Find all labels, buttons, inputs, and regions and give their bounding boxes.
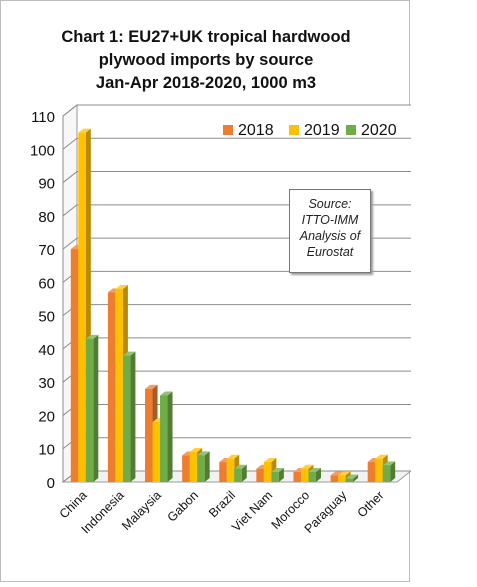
y-tick-label: 60 xyxy=(38,275,55,292)
bar-top-brazil-2019 xyxy=(226,454,240,459)
bar-top-paraguay-2018 xyxy=(330,471,344,476)
bar-side-indonesia-2020 xyxy=(130,351,136,482)
bar-top-viet-nam-2019 xyxy=(263,458,277,463)
bar-other-2018 xyxy=(367,462,376,482)
legend-item-2018: 2018 xyxy=(223,122,274,140)
bar-side-brazil-2020 xyxy=(241,464,247,482)
bar-morocco-2018 xyxy=(293,472,301,482)
gridline xyxy=(62,104,411,117)
bar-other-2019 xyxy=(375,458,383,482)
bar-top-other-2019 xyxy=(375,454,388,459)
y-tick-label: 90 xyxy=(38,176,55,193)
bar-top-indonesia-2019 xyxy=(115,285,128,290)
bar-top-malaysia-2020 xyxy=(160,391,173,396)
y-tick-label: 0 xyxy=(47,475,55,492)
bar-indonesia-2020 xyxy=(122,355,131,482)
bar-gabon-2018 xyxy=(182,455,190,482)
bar-china-2018 xyxy=(70,249,79,482)
bar-top-other-2020 xyxy=(382,461,396,466)
bar-china-2019 xyxy=(78,132,86,483)
legend-item-2020: 2020 xyxy=(346,122,397,140)
y-tick-label: 20 xyxy=(38,408,55,425)
source-line-4: Eurostat xyxy=(306,245,354,259)
bar-top-malaysia-2018 xyxy=(145,384,158,389)
bar-indonesia-2018 xyxy=(107,292,116,482)
y-tick-label: 80 xyxy=(38,209,55,226)
bar-brazil-2019 xyxy=(226,458,235,482)
source-line-3: Analysis of xyxy=(299,229,361,243)
chart-title-line-1: Chart 1: EU27+UK tropical hardwood xyxy=(61,28,351,46)
bar-side-gabon-2020 xyxy=(204,451,210,482)
bar-malaysia-2018 xyxy=(145,388,153,482)
x-tick-label: Malaysia xyxy=(119,488,164,533)
y-tick-label: 50 xyxy=(38,309,55,326)
bar-side-paraguay-2020 xyxy=(353,474,359,482)
bar-side-morocco-2020 xyxy=(315,468,321,482)
bar-top-indonesia-2020 xyxy=(122,351,136,356)
x-tick-label: China xyxy=(57,488,90,521)
source-line-1: Source: xyxy=(308,197,352,211)
source-line-2: ITTO-IMM xyxy=(301,213,359,227)
y-tick-label: 70 xyxy=(38,242,55,259)
bar-side-malaysia-2020 xyxy=(167,391,173,482)
gridline xyxy=(62,137,411,150)
y-tick-label: 40 xyxy=(38,342,55,359)
bar-other-2020 xyxy=(382,465,391,482)
bar-top-china-2020 xyxy=(85,334,99,339)
chart-title-line-3: Jan-Apr 2018-2020, 1000 m3 xyxy=(95,74,317,92)
bar-viet-nam-2020 xyxy=(271,472,279,482)
legend-swatch-2018 xyxy=(223,125,233,135)
x-tick-label: Gabon xyxy=(165,488,201,524)
y-tick-label: 110 xyxy=(31,109,55,126)
bar-paraguay-2019 xyxy=(338,475,346,482)
chart-title-line-2: plywood imports by source xyxy=(98,51,314,69)
bar-viet-nam-2019 xyxy=(263,462,272,482)
bar-top-viet-nam-2020 xyxy=(271,468,284,473)
bar-malaysia-2019 xyxy=(152,422,161,482)
legend-item-2019: 2019 xyxy=(289,122,340,140)
bar-chart: 0102030405060708090100110ChinaIndonesiaM… xyxy=(30,103,411,536)
legend-swatch-2019 xyxy=(289,125,299,135)
bar-top-paraguay-2020 xyxy=(345,474,359,479)
bar-side-viet-nam-2020 xyxy=(278,468,284,482)
bar-top-paraguay-2019 xyxy=(338,471,351,476)
bar-morocco-2019 xyxy=(300,468,309,482)
bar-top-gabon-2019 xyxy=(189,448,203,453)
bar-top-china-2019 xyxy=(78,128,91,133)
bar-side-china-2020 xyxy=(93,334,99,482)
legend-swatch-2020 xyxy=(346,125,356,135)
x-tick-label: Viet Nam xyxy=(229,488,275,534)
legend-label-2018: 2018 xyxy=(238,122,274,139)
bar-gabon-2020 xyxy=(197,455,205,482)
bar-top-morocco-2019 xyxy=(300,464,314,469)
bar-side-other-2020 xyxy=(390,461,396,482)
y-tick-label: 30 xyxy=(38,375,55,392)
bar-paraguay-2020 xyxy=(345,478,354,482)
x-tick-label: Brazil xyxy=(206,488,238,520)
chart-frame: Chart 1: EU27+UK tropical hardwood plywo… xyxy=(0,0,411,582)
x-tick-label: Other xyxy=(355,488,387,520)
bar-china-2020 xyxy=(85,338,94,482)
bar-paraguay-2018 xyxy=(330,475,339,482)
bar-top-morocco-2020 xyxy=(308,468,321,473)
bar-malaysia-2020 xyxy=(160,395,168,482)
bar-top-brazil-2020 xyxy=(234,464,247,469)
bar-gabon-2019 xyxy=(189,452,198,482)
bar-morocco-2020 xyxy=(308,472,316,482)
bar-viet-nam-2018 xyxy=(256,468,264,482)
bar-brazil-2020 xyxy=(234,468,242,482)
y-tick-label: 100 xyxy=(30,142,55,159)
legend-label-2019: 2019 xyxy=(304,122,340,139)
bar-top-gabon-2020 xyxy=(197,451,210,456)
y-tick-label: 10 xyxy=(38,442,55,459)
bar-brazil-2018 xyxy=(219,462,227,482)
legend-label-2020: 2020 xyxy=(361,122,397,139)
bar-indonesia-2019 xyxy=(115,289,123,482)
gridline xyxy=(62,171,411,183)
source-annotation: Source: ITTO-IMM Analysis of Eurostat xyxy=(289,189,371,273)
